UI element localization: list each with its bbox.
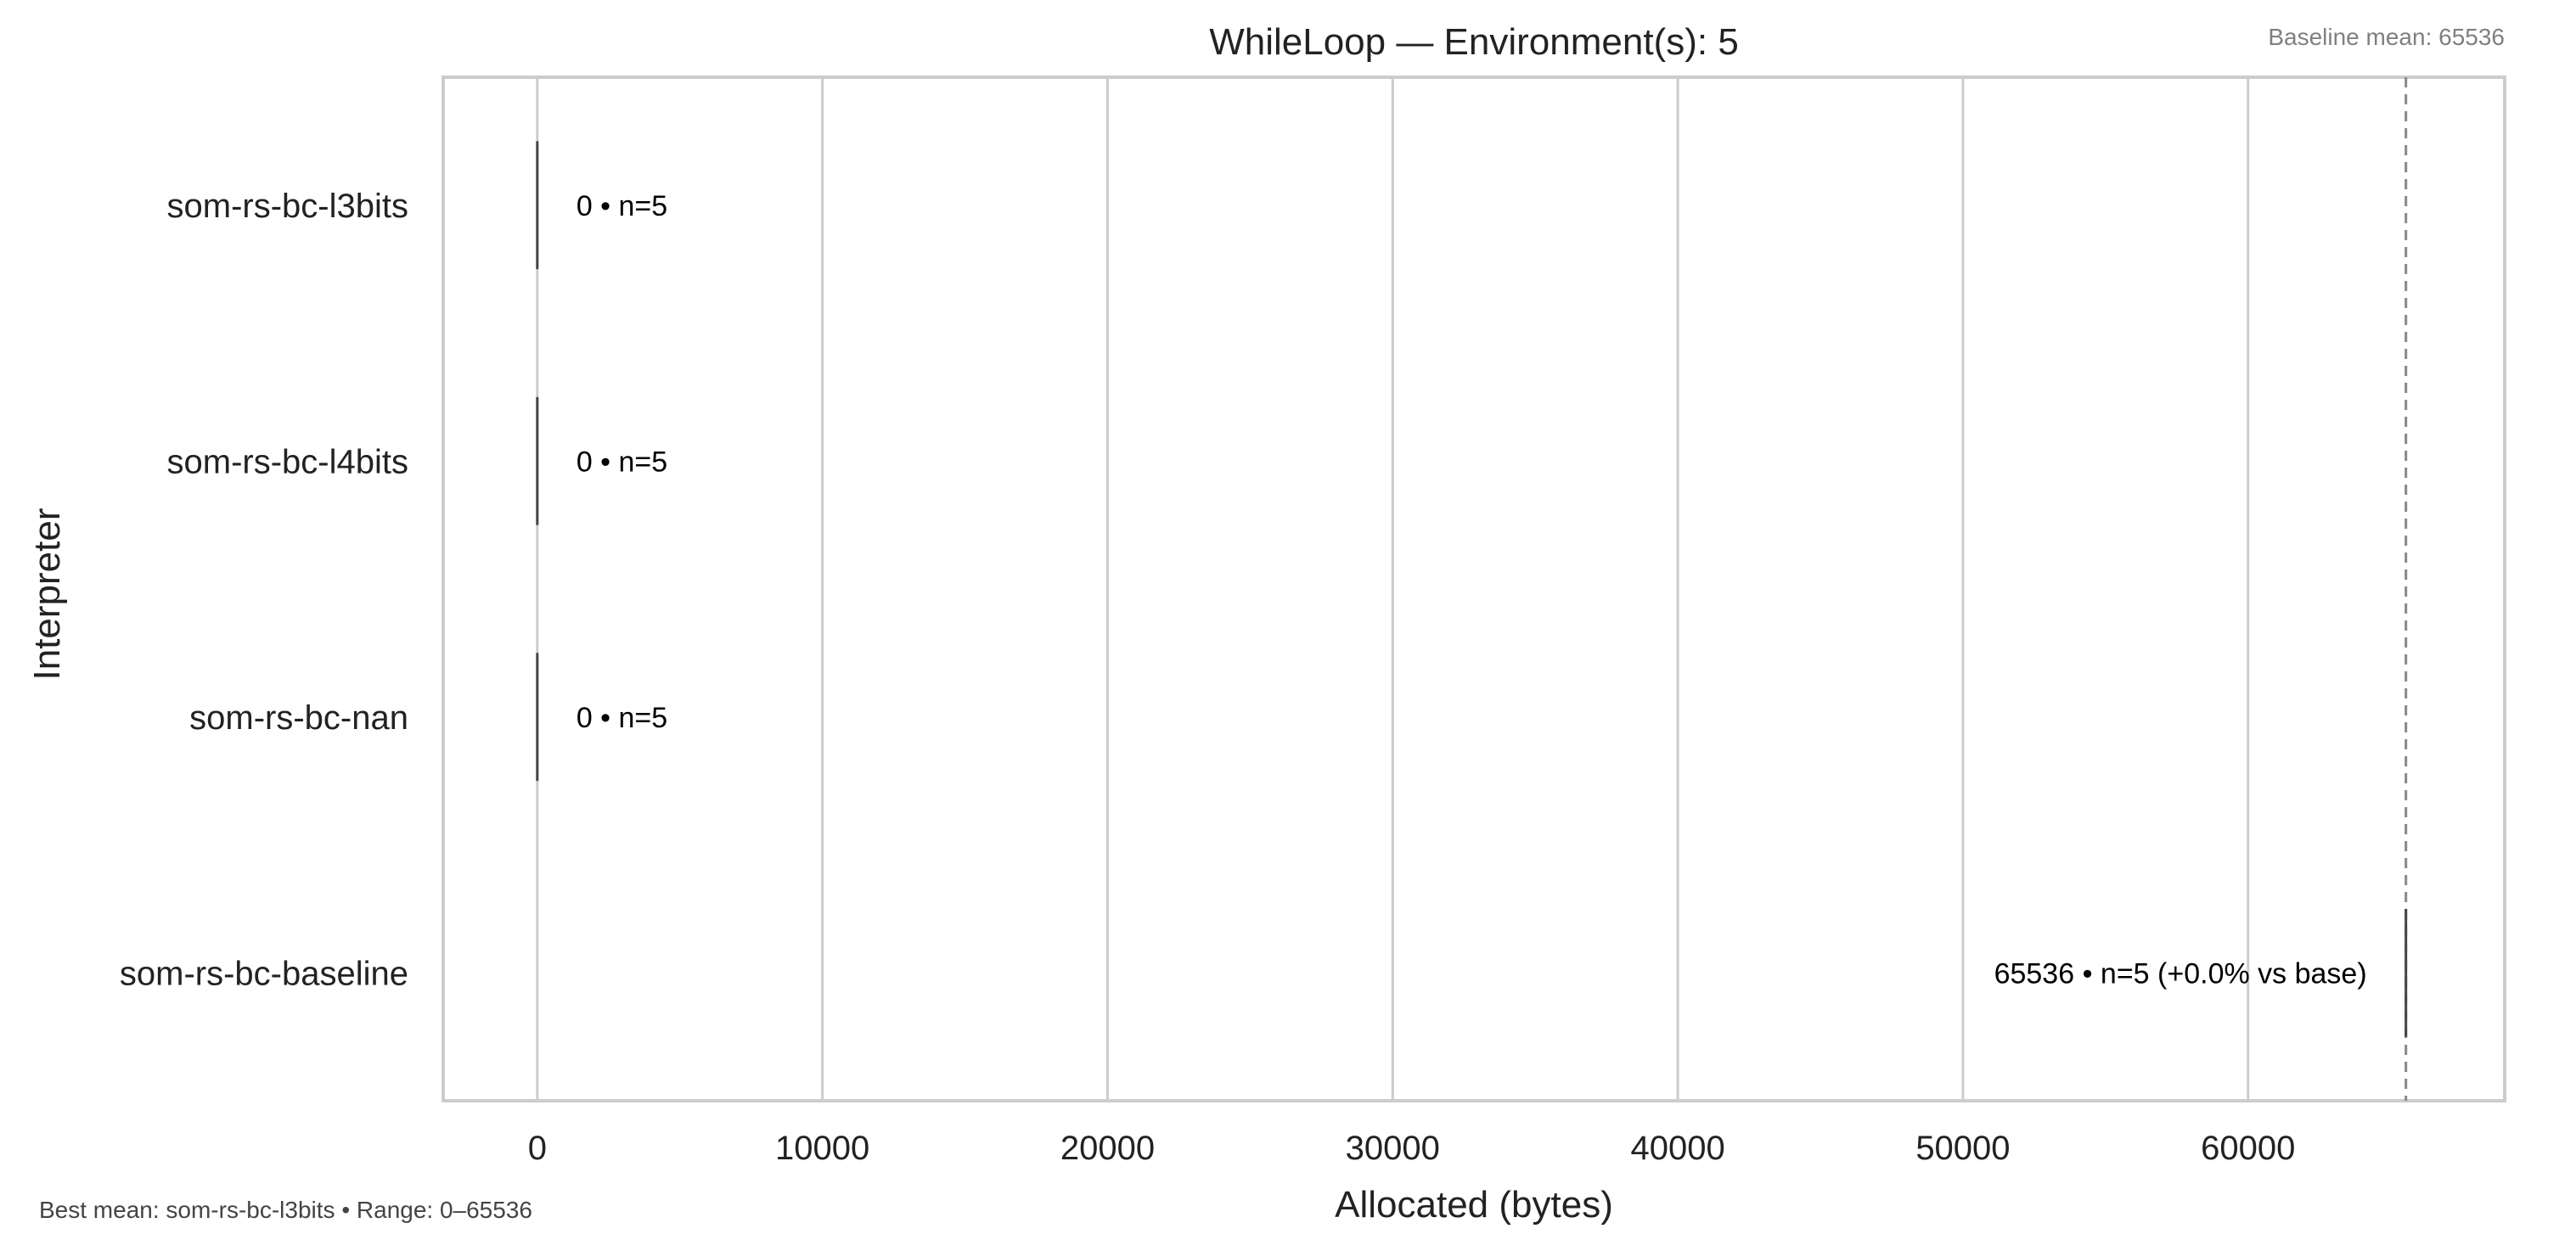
x-tick-label: 0 bbox=[528, 1130, 547, 1167]
x-tick-label: 60000 bbox=[2201, 1130, 2295, 1167]
x-tick-label: 40000 bbox=[1630, 1130, 1724, 1167]
x-axis-label: Allocated (bytes) bbox=[1335, 1184, 1613, 1226]
x-tick-label: 10000 bbox=[775, 1130, 869, 1167]
y-axis-label: Interpreter bbox=[26, 508, 68, 681]
data-marks: 0 • n=5 0 • n=5 0 • n=5 65536 • n=5 (+0.0% … bbox=[536, 77, 2408, 1101]
y-tick-label: som-rs-bc-l4bits bbox=[167, 443, 408, 480]
y-tick-label: som-rs-bc-nan bbox=[189, 699, 408, 737]
data-label: 0 • n=5 bbox=[577, 446, 667, 478]
chart-title: WhileLoop — Environment(s): 5 bbox=[1209, 21, 1739, 63]
x-tick-label: 50000 bbox=[1915, 1130, 2010, 1167]
plot-frame bbox=[442, 76, 2506, 1102]
baseline-note: Baseline mean: 65536 bbox=[2268, 24, 2505, 50]
y-tick-label: som-rs-bc-l3bits bbox=[167, 188, 408, 225]
data-label: 65536 • n=5 (+0.0% vs base) bbox=[1994, 957, 2367, 990]
x-tick-label: 20000 bbox=[1060, 1130, 1155, 1167]
x-tick-labels: 0 10000 20000 30000 40000 50000 60000 bbox=[528, 1130, 2296, 1167]
data-label: 0 • n=5 bbox=[577, 702, 667, 734]
y-tick-label: som-rs-bc-baseline bbox=[120, 955, 408, 992]
footer-note: Best mean: som-rs-bc-l3bits • Range: 0–6… bbox=[39, 1197, 532, 1223]
data-label: 0 • n=5 bbox=[577, 190, 667, 222]
grid-lines bbox=[536, 77, 2250, 1101]
y-tick-labels: som-rs-bc-l3bits som-rs-bc-l4bits som-rs-b… bbox=[120, 188, 408, 993]
x-tick-label: 30000 bbox=[1346, 1130, 1440, 1167]
